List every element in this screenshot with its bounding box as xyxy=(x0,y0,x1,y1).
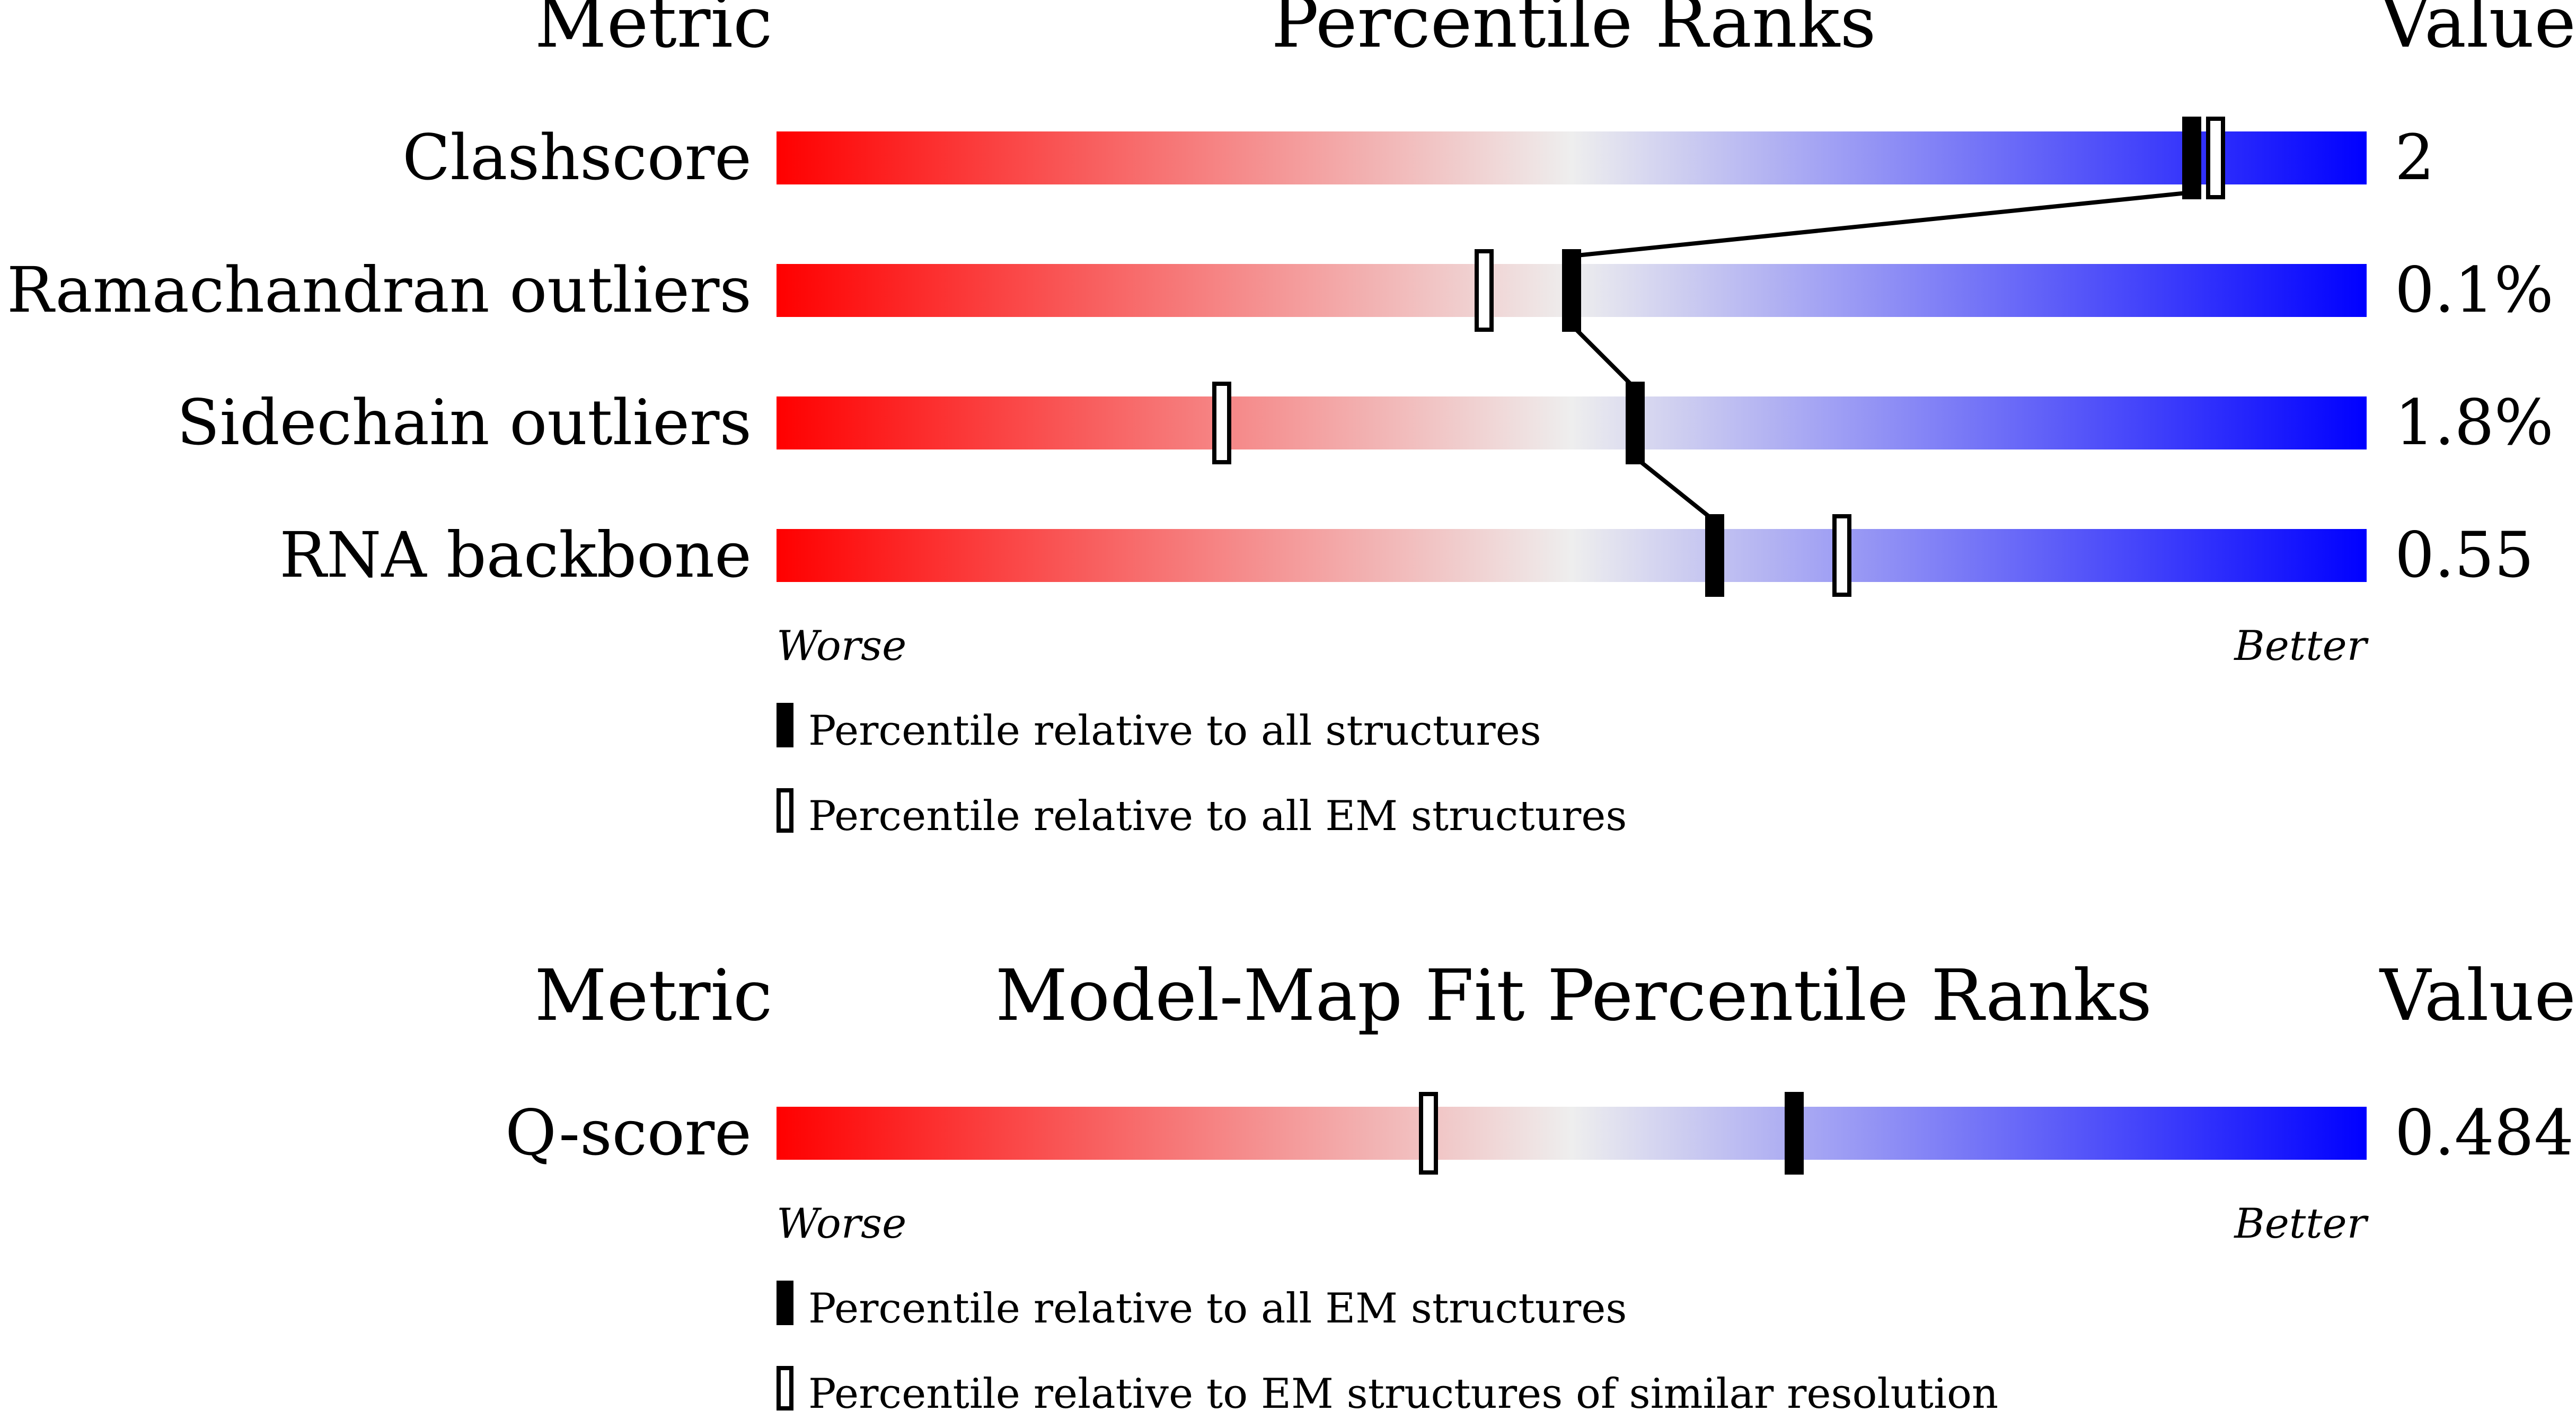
percentile-bar xyxy=(777,529,2367,582)
metric-value: 0.55 xyxy=(2395,518,2534,592)
filled-percentile-marker xyxy=(1705,514,1724,597)
value-header-2: Value xyxy=(2379,955,2576,1037)
value-header: Value xyxy=(2379,0,2576,64)
worse-label-2: Worse xyxy=(777,1200,906,1248)
worse-label: Worse xyxy=(777,622,906,670)
legend-open-label: Percentile relative to all EM structures xyxy=(808,792,1627,840)
metric-label: Clashscore xyxy=(402,121,752,194)
chart-title-2: Model-Map Fit Percentile Ranks xyxy=(995,955,2152,1037)
metric-value: 0.1% xyxy=(2395,253,2554,327)
legend-filled-marker xyxy=(777,703,793,747)
metric-label: RNA backbone xyxy=(279,518,752,592)
legend-filled-label-2: Percentile relative to all EM structures xyxy=(808,1285,1627,1333)
better-label: Better xyxy=(2233,622,2369,670)
qscore-metric-value: 0.484 xyxy=(2395,1096,2574,1169)
legend-open-marker-2 xyxy=(777,1366,793,1410)
legend-filled-label: Percentile relative to all structures xyxy=(808,707,1541,755)
percentile-connector-line xyxy=(1569,190,2192,523)
open-percentile-marker xyxy=(1832,514,1851,597)
metric-header: Metric xyxy=(535,0,773,64)
better-label-2: Better xyxy=(2233,1200,2369,1248)
qscore-filled-percentile-marker xyxy=(1785,1092,1804,1175)
metric-value: 1.8% xyxy=(2395,386,2554,459)
legend-open-marker xyxy=(777,788,793,833)
legend-open-label-2: Percentile relative to EM structures of … xyxy=(808,1370,1998,1411)
filled-percentile-marker xyxy=(1626,382,1645,464)
metric-label: Ramachandran outliers xyxy=(7,253,752,327)
filled-percentile-marker xyxy=(2182,117,2201,199)
percentile-bar xyxy=(777,396,2367,449)
qscore-metric-label: Q-score xyxy=(505,1096,752,1169)
open-percentile-marker xyxy=(1212,382,1231,464)
metric-header-2: Metric xyxy=(535,955,773,1037)
chart-title: Percentile Ranks xyxy=(1271,0,1876,64)
filled-percentile-marker xyxy=(1562,249,1581,332)
qscore-percentile-bar xyxy=(777,1107,2367,1160)
percentile-bar xyxy=(777,131,2367,184)
qscore-open-percentile-marker xyxy=(1419,1092,1438,1175)
metric-value: 2 xyxy=(2395,121,2434,194)
panel1-rows: Clashscore 2 Ramachandran outliers 0.1% Side… xyxy=(7,117,2554,597)
legend-filled-marker-2 xyxy=(777,1281,793,1325)
panel2-rows: Q-score 0.484 xyxy=(505,1092,2574,1175)
open-percentile-marker xyxy=(1475,249,1494,332)
metric-label: Sidechain outliers xyxy=(177,386,752,459)
open-percentile-marker xyxy=(2206,117,2225,199)
